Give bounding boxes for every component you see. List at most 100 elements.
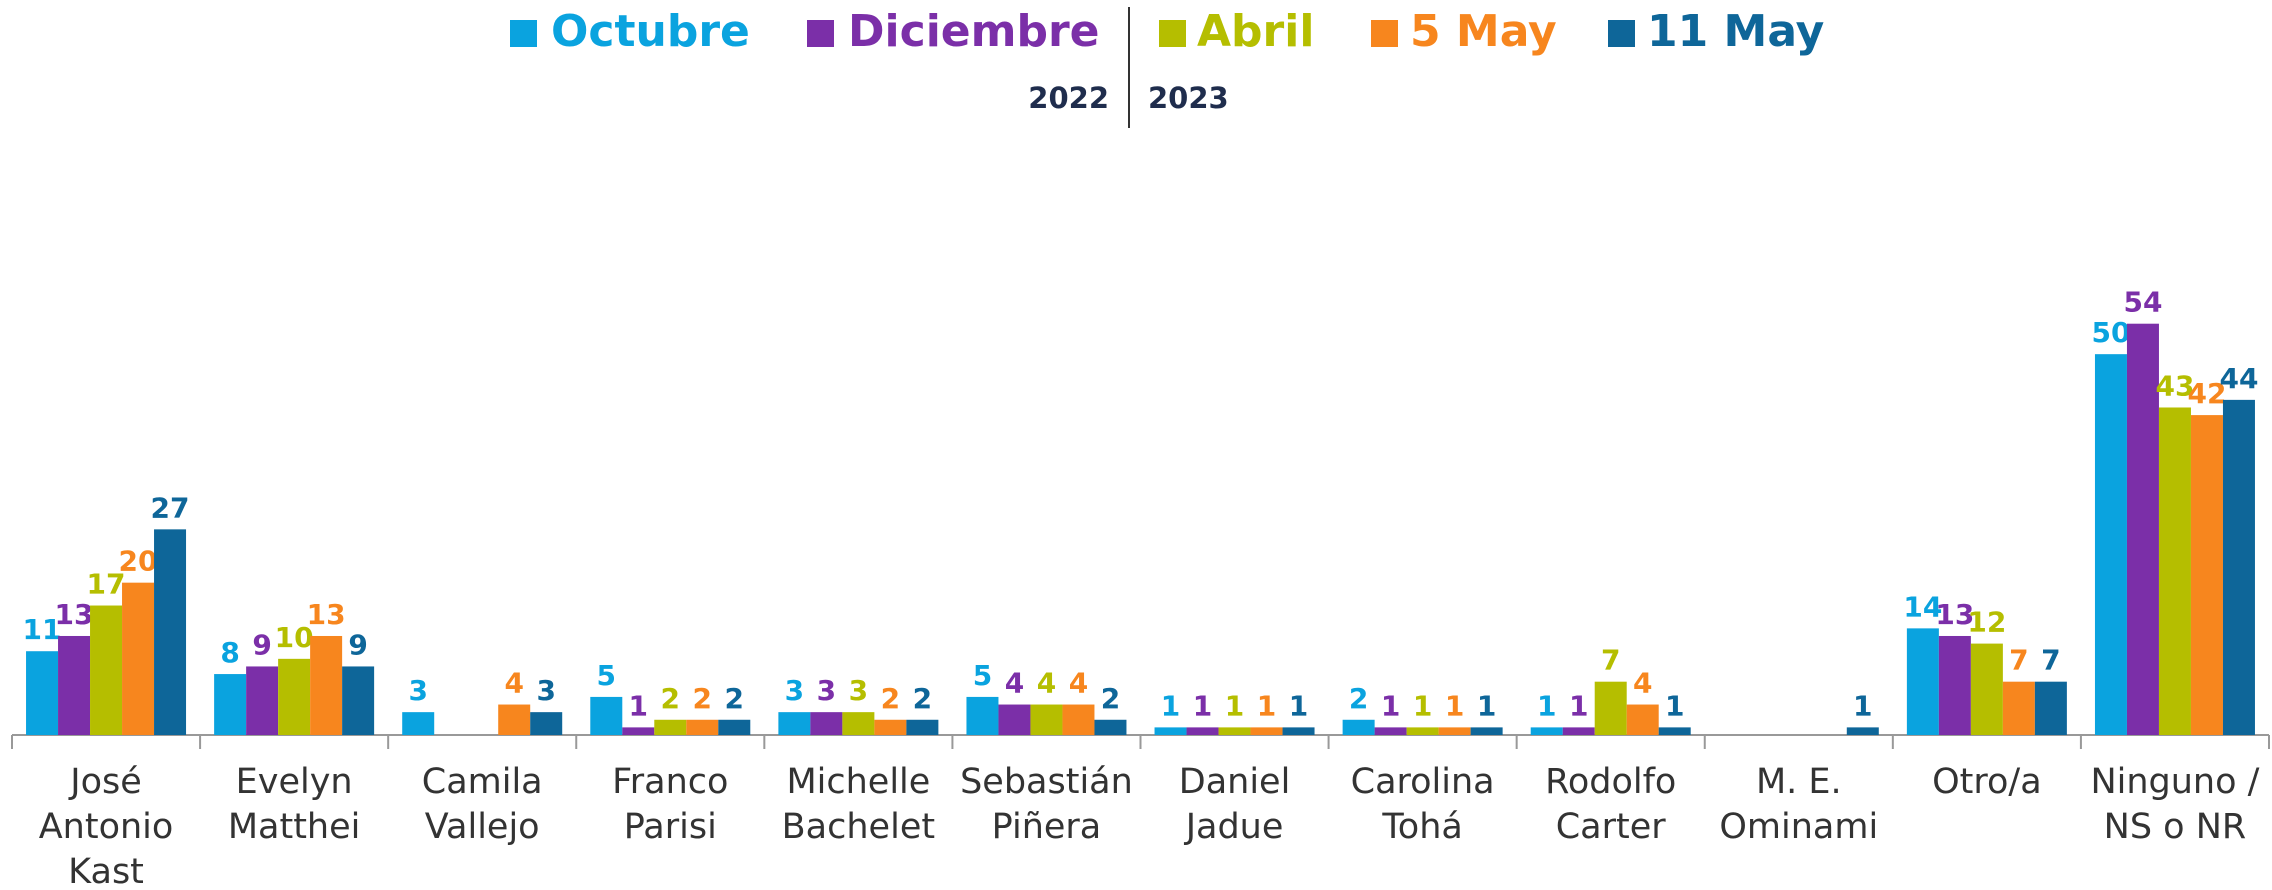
legend-swatch bbox=[1159, 20, 1186, 47]
bar bbox=[2158, 407, 2191, 735]
bar bbox=[1562, 727, 1595, 735]
bar bbox=[1154, 727, 1187, 735]
value-label: 11 bbox=[23, 613, 62, 646]
value-label: 5 bbox=[597, 659, 616, 692]
legend-label: 5 May bbox=[1410, 6, 1557, 57]
value-label: 13 bbox=[55, 598, 94, 631]
legend-label: Abril bbox=[1197, 6, 1314, 57]
bar bbox=[122, 582, 155, 735]
bar bbox=[1530, 727, 1563, 735]
x-tick-label: José Antonio Kast bbox=[39, 762, 174, 890]
value-label: 5 bbox=[973, 659, 992, 692]
bar bbox=[718, 719, 751, 735]
x-tick-label: Carolina Tohá bbox=[1351, 762, 1495, 847]
bar bbox=[1846, 727, 1879, 735]
value-label: 13 bbox=[1935, 598, 1974, 631]
value-label: 3 bbox=[408, 674, 427, 707]
bar bbox=[342, 666, 375, 735]
value-label: 7 bbox=[2009, 644, 2028, 677]
value-label: 2 bbox=[725, 682, 744, 715]
value-label: 2 bbox=[1101, 682, 1120, 715]
value-label: 1 bbox=[1445, 689, 1464, 722]
legend-label: 11 May bbox=[1647, 6, 1824, 57]
value-label: 4 bbox=[504, 667, 523, 700]
x-tick-label: Sebastián Piñera bbox=[960, 762, 1133, 847]
legend-label: Octubre bbox=[551, 6, 750, 57]
value-label: 3 bbox=[817, 674, 836, 707]
value-label: 1 bbox=[1161, 689, 1180, 722]
bar bbox=[1906, 628, 1939, 735]
bar bbox=[1282, 727, 1315, 735]
bar bbox=[1626, 704, 1659, 735]
x-tick-label: Evelyn Matthei bbox=[228, 762, 361, 847]
x-tick-label: Ninguno / NS o NR bbox=[2090, 762, 2259, 847]
x-tick-label: Otro/a bbox=[1932, 762, 2042, 802]
bar bbox=[1030, 704, 1063, 735]
bar bbox=[2126, 323, 2159, 735]
value-label: 3 bbox=[536, 674, 555, 707]
bar bbox=[2002, 681, 2035, 735]
bar bbox=[214, 674, 247, 735]
value-label: 13 bbox=[307, 598, 346, 631]
legend-group: 2023 bbox=[1148, 81, 1229, 115]
bar bbox=[1594, 681, 1627, 735]
bar bbox=[874, 719, 907, 735]
value-label: 2 bbox=[1349, 682, 1368, 715]
value-label: 1 bbox=[1853, 689, 1872, 722]
value-label: 1 bbox=[1381, 689, 1400, 722]
bar bbox=[1938, 635, 1971, 735]
value-label: 1 bbox=[629, 689, 648, 722]
bar bbox=[278, 658, 311, 735]
value-label: 43 bbox=[2155, 369, 2194, 402]
value-label: 7 bbox=[1601, 644, 1620, 677]
bar bbox=[1186, 727, 1219, 735]
value-label: 1 bbox=[1193, 689, 1212, 722]
bar bbox=[686, 719, 719, 735]
bar bbox=[2222, 399, 2255, 735]
value-label: 3 bbox=[849, 674, 868, 707]
x-tick-label: Daniel Jadue bbox=[1179, 762, 1291, 847]
bar bbox=[498, 704, 531, 735]
bar bbox=[402, 712, 435, 735]
value-label: 44 bbox=[2219, 362, 2258, 395]
bar bbox=[966, 696, 999, 735]
legend-swatch bbox=[807, 20, 834, 47]
bar bbox=[906, 719, 939, 735]
bar bbox=[1438, 727, 1471, 735]
value-label: 42 bbox=[2187, 377, 2226, 410]
bar bbox=[1374, 727, 1407, 735]
value-label: 4 bbox=[1633, 667, 1652, 700]
value-label: 1 bbox=[1569, 689, 1588, 722]
bar bbox=[810, 712, 843, 735]
bar bbox=[1218, 727, 1251, 735]
value-label: 2 bbox=[661, 682, 680, 715]
value-label: 17 bbox=[87, 568, 126, 601]
bar bbox=[1094, 719, 1127, 735]
value-label: 7 bbox=[2041, 644, 2060, 677]
x-tick-label: Franco Parisi bbox=[612, 762, 728, 847]
bar bbox=[622, 727, 655, 735]
bar bbox=[26, 651, 59, 735]
bar bbox=[154, 529, 187, 735]
value-label: 12 bbox=[1967, 606, 2006, 639]
value-label: 14 bbox=[1903, 590, 1942, 623]
bar bbox=[1406, 727, 1439, 735]
bar bbox=[590, 696, 623, 735]
x-tick-label: Michelle Bachelet bbox=[782, 762, 935, 847]
bar bbox=[58, 635, 91, 735]
value-label: 1 bbox=[1225, 689, 1244, 722]
x-tick-label: Rodolfo Carter bbox=[1545, 762, 1676, 847]
bar bbox=[1250, 727, 1283, 735]
value-label: 27 bbox=[151, 491, 190, 524]
bar bbox=[1970, 643, 2003, 735]
value-label: 2 bbox=[881, 682, 900, 715]
legend-swatch bbox=[1608, 20, 1635, 47]
value-label: 1 bbox=[1537, 689, 1556, 722]
value-label: 54 bbox=[2123, 286, 2162, 319]
bar bbox=[1062, 704, 1095, 735]
value-label: 1 bbox=[1413, 689, 1432, 722]
legend-swatch bbox=[1371, 20, 1398, 47]
bar bbox=[1470, 727, 1503, 735]
value-label: 2 bbox=[693, 682, 712, 715]
